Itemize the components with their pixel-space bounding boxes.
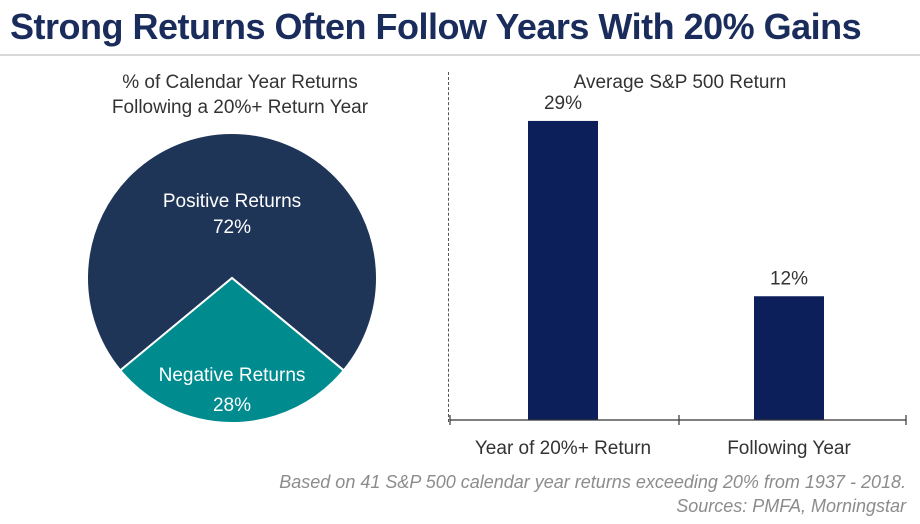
- pie-chart: Positive Returns 72% Negative Returns 28%: [86, 131, 378, 424]
- bar-value-label: 12%: [770, 268, 808, 289]
- bar-category-label: Year of 20%+ Return: [475, 438, 651, 459]
- pie-slice-positive-returns: [86, 131, 378, 372]
- chart-divider: [448, 72, 449, 422]
- bar-year-of-20-return: [528, 120, 598, 420]
- pie-title-line-1: % of Calendar Year Returns: [122, 72, 358, 93]
- bar-following-year: [754, 296, 824, 420]
- footnote-line-2: Sources: PMFA, Morningstar: [676, 496, 906, 516]
- bar-value-label: 29%: [544, 93, 582, 114]
- footnote-line-1: Based on 41 S&P 500 calendar year return…: [279, 472, 906, 492]
- pie-label-positive: Positive Returns: [163, 191, 301, 212]
- bar-chart-title: Average S&P 500 Return: [573, 72, 787, 93]
- pie-slice-negative-returns: [118, 276, 346, 424]
- bar-chart: 29% Year of 20%+ Return 12% Following Year: [449, 93, 907, 459]
- title-divider: [0, 54, 920, 56]
- pie-value-positive: 72%: [213, 217, 251, 238]
- page-title: Strong Returns Often Follow Years With 2…: [10, 6, 862, 47]
- pie-label-negative: Negative Returns: [159, 365, 306, 386]
- bar-category-label: Following Year: [727, 438, 851, 459]
- footnote: Based on 41 S&P 500 calendar year return…: [279, 470, 906, 518]
- pie-value-negative: 28%: [213, 395, 251, 416]
- pie-chart-title: % of Calendar Year Returns Following a 2…: [60, 70, 420, 120]
- pie-title-line-2: Following a 20%+ Return Year: [111, 97, 369, 118]
